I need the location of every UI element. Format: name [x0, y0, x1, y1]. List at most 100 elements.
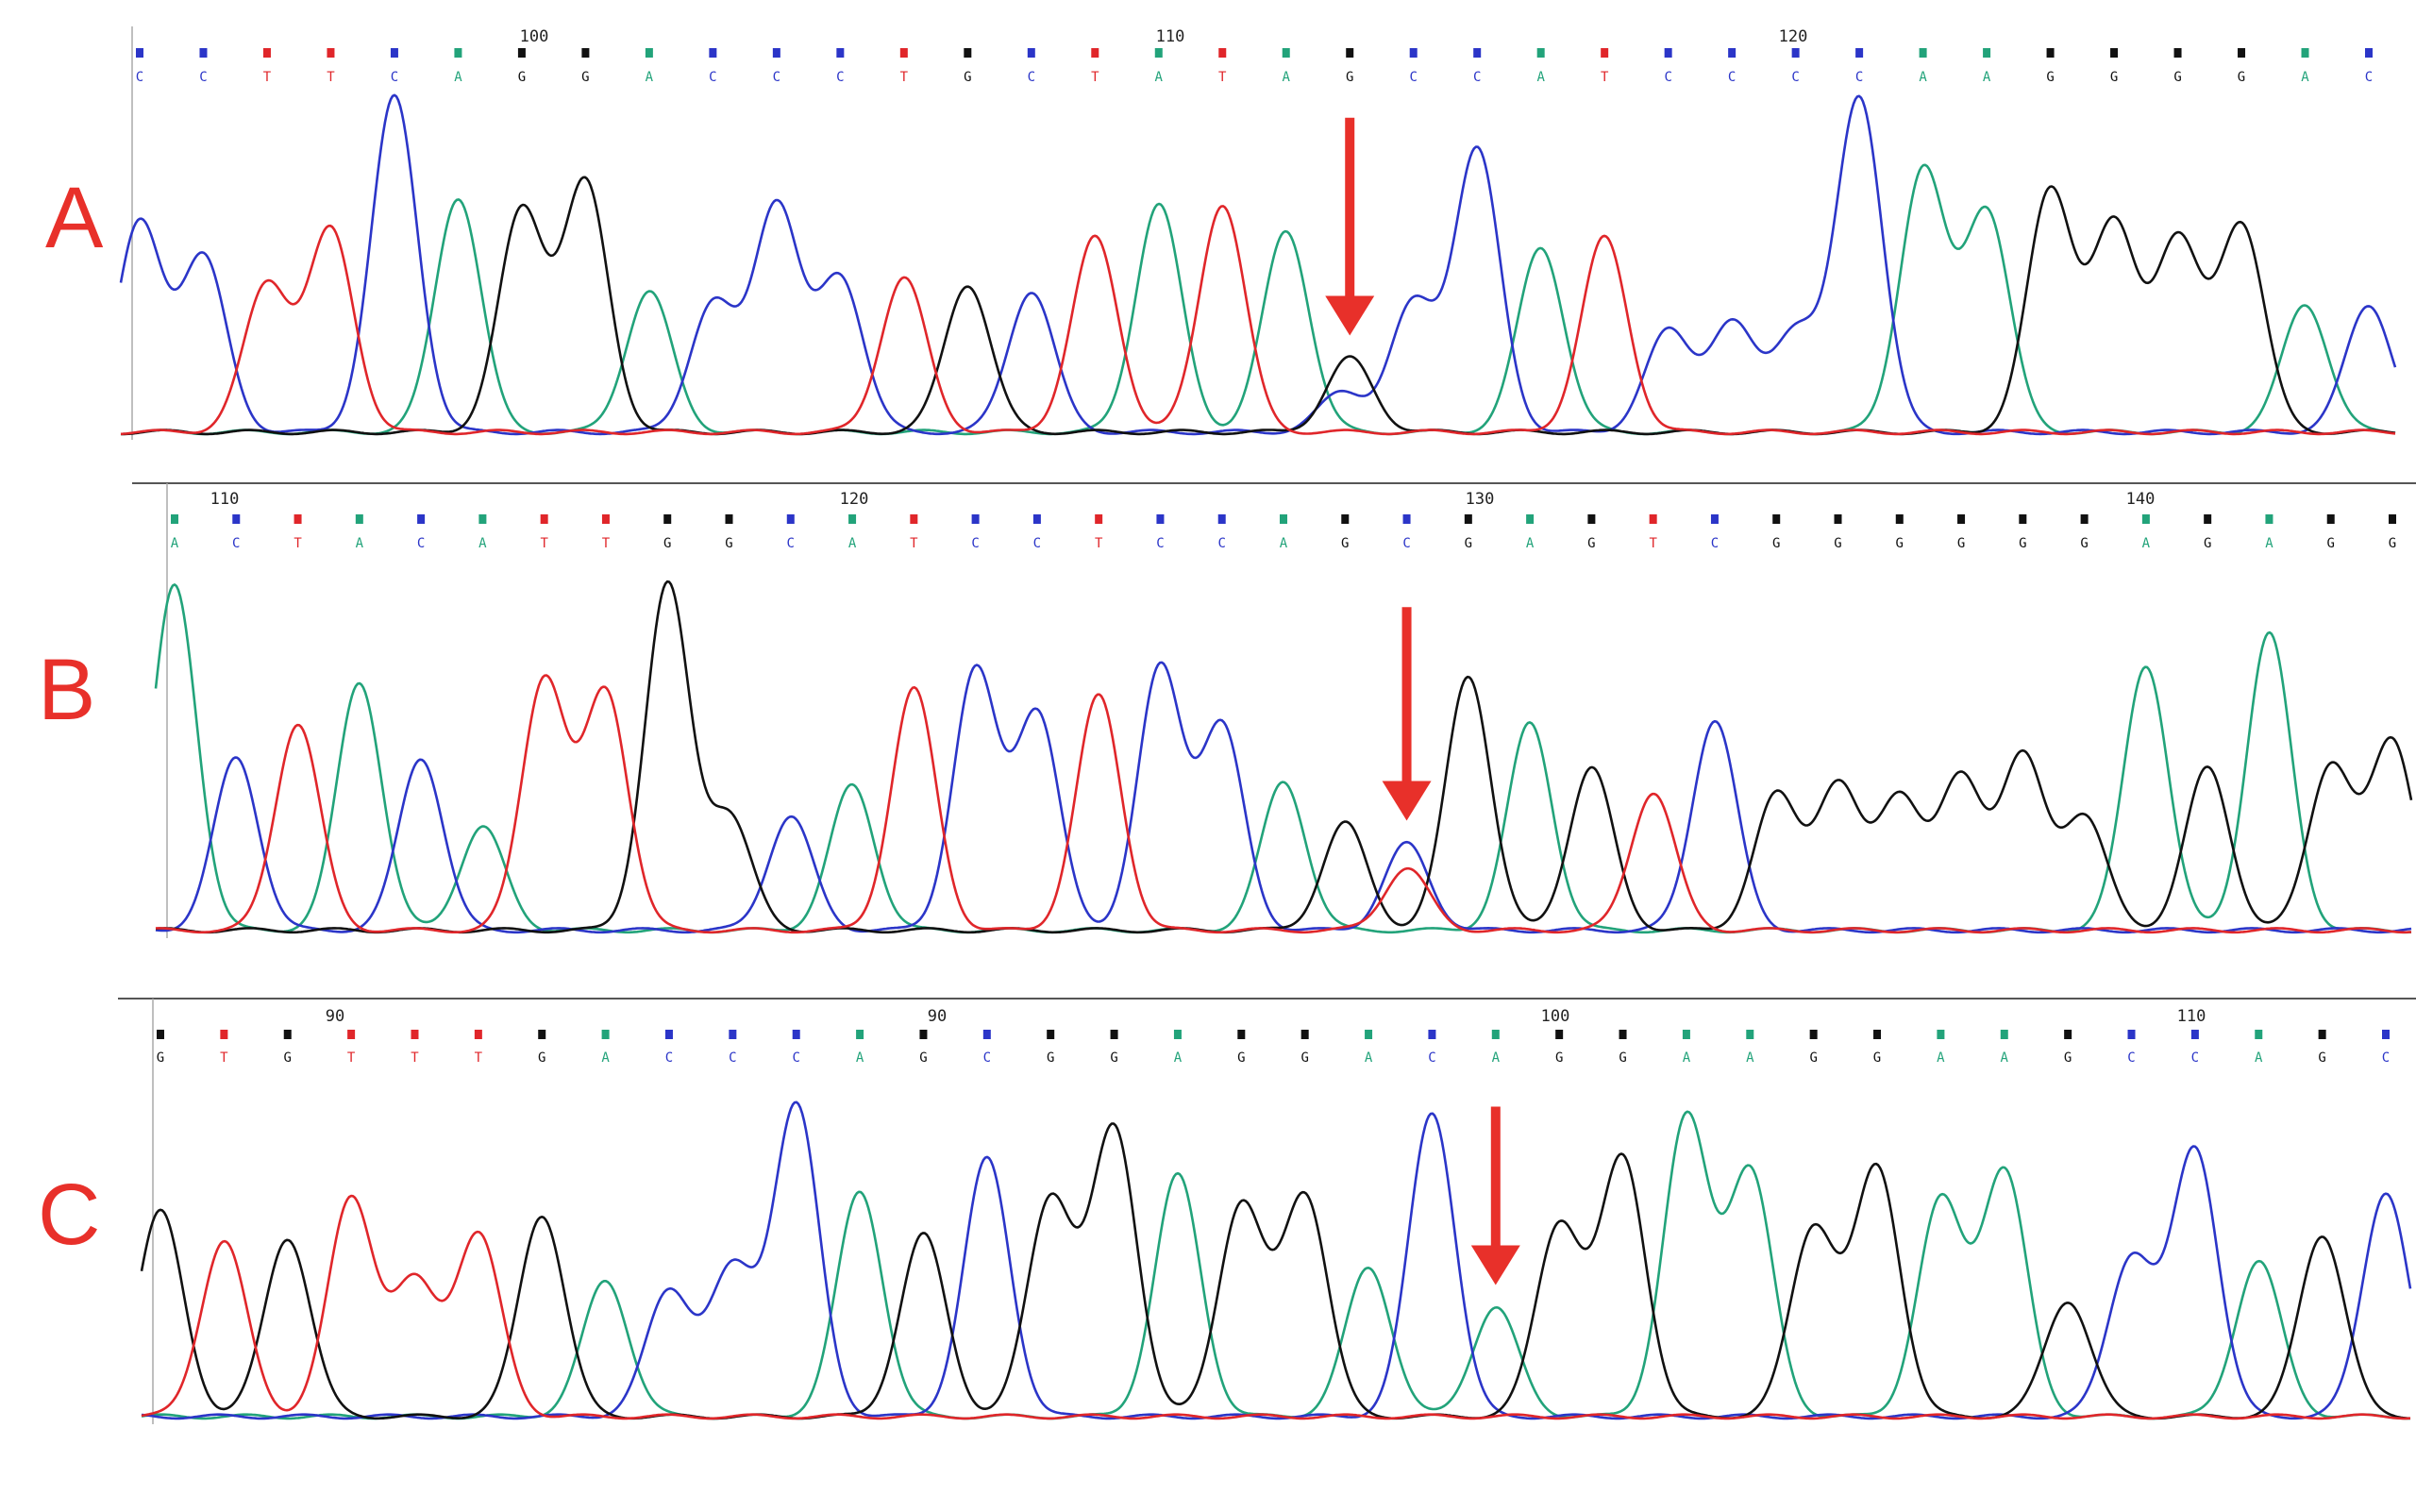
base-call-marker: [1746, 1030, 1754, 1039]
base-call-letter: C: [1402, 536, 1410, 551]
base-call-letter: A: [454, 70, 462, 85]
base-call-marker: [1855, 48, 1864, 58]
trace-c: [119, 93, 2397, 436]
base-call-marker: [964, 48, 972, 58]
base-call-letter: G: [1047, 1050, 1054, 1066]
base-call-marker: [478, 514, 487, 524]
base-call-marker: [663, 514, 672, 524]
trace-c: [141, 1100, 2412, 1420]
base-call-letter: A: [1536, 70, 1545, 85]
base-call-marker: [262, 48, 271, 58]
base-call-marker: [2204, 514, 2212, 524]
base-call-letter: G: [919, 1050, 927, 1066]
base-call-marker: [1047, 1030, 1055, 1039]
base-call-letter: C: [199, 70, 207, 85]
base-call-letter: G: [284, 1050, 292, 1066]
base-call-letter: T: [1601, 70, 1609, 85]
base-call-letter: A: [1174, 1050, 1183, 1066]
base-call-marker: [1983, 48, 1991, 58]
base-call-letter: T: [540, 536, 548, 551]
base-call-letter: G: [725, 536, 732, 551]
base-call-marker: [1237, 1030, 1246, 1039]
base-call-marker: [1710, 514, 1719, 524]
base-call-marker: [1156, 514, 1165, 524]
base-call-marker: [1937, 1030, 1945, 1039]
position-tick-label: 120: [1779, 27, 1808, 46]
trace-t: [120, 205, 2396, 436]
base-call-marker: [2141, 514, 2150, 524]
trace-t: [155, 674, 2412, 934]
base-call-letter: G: [157, 1050, 164, 1066]
base-call-marker: [540, 514, 548, 524]
base-call-marker: [199, 48, 208, 58]
base-call-letter: C: [1791, 70, 1799, 85]
position-tick-label: 100: [520, 27, 549, 46]
base-call-marker: [294, 514, 302, 524]
base-call-letter: T: [910, 536, 918, 551]
base-call-marker: [1110, 1030, 1118, 1039]
position-tick-label: 130: [1466, 490, 1495, 509]
base-call-letter: G: [2110, 70, 2118, 85]
base-call-marker: [1555, 1030, 1564, 1039]
base-call-letter: A: [1983, 70, 1991, 85]
base-call-letter: G: [2019, 536, 2026, 551]
base-call-letter: A: [478, 536, 487, 551]
base-call-letter: C: [983, 1050, 991, 1066]
base-call-marker: [919, 1030, 928, 1039]
base-call-marker: [390, 48, 398, 58]
position-tick-label: 110: [2177, 1007, 2206, 1026]
base-call-marker: [971, 514, 980, 524]
base-call-letter: C: [2191, 1050, 2199, 1066]
base-call-marker: [709, 48, 717, 58]
base-call-marker: [347, 1030, 356, 1039]
position-tick-label: 100: [1541, 1007, 1570, 1026]
base-call-marker: [2238, 48, 2246, 58]
base-call-letter: G: [1465, 536, 1472, 551]
trace-a: [120, 163, 2396, 436]
base-call-marker: [1428, 1030, 1436, 1039]
base-call-marker: [1873, 1030, 1882, 1039]
base-call-marker: [538, 1030, 546, 1039]
base-call-letter: C: [1156, 536, 1164, 551]
base-call-marker: [601, 1030, 610, 1039]
trace-g: [120, 176, 2396, 436]
base-call-letter: G: [1873, 1050, 1881, 1066]
base-call-letter: C: [1664, 70, 1671, 85]
base-call-letter: A: [1492, 1050, 1501, 1066]
base-call-letter: T: [347, 1050, 356, 1066]
base-call-letter: C: [773, 70, 780, 85]
base-call-letter: T: [1091, 70, 1099, 85]
chromatogram-panel-b: 110 120 130 140 A C T A C A T T G G C A T C C T C C A G C G A G T C G G…: [132, 482, 2416, 938]
base-call-marker: [1300, 1030, 1309, 1039]
base-call-marker: [1027, 48, 1035, 58]
base-call-marker: [1473, 48, 1482, 58]
base-call-letter: T: [1095, 536, 1103, 551]
position-tick-label: 90: [326, 1007, 344, 1026]
base-call-letter: G: [2327, 536, 2335, 551]
position-tick-label: 90: [928, 1007, 947, 1026]
base-call-marker: [1526, 514, 1535, 524]
base-call-letter: G: [1809, 1050, 1817, 1066]
base-call-letter: T: [294, 536, 302, 551]
base-call-marker: [1173, 1030, 1182, 1039]
trace-g: [140, 1122, 2411, 1420]
position-tick-label: 140: [2126, 490, 2156, 509]
base-call-letter: A: [646, 70, 654, 85]
base-call-letter: G: [1772, 536, 1780, 551]
base-call-letter: C: [417, 536, 425, 551]
base-call-marker: [1809, 1030, 1818, 1039]
variant-arrow-icon: [1325, 117, 1375, 336]
base-call-letter: G: [2318, 1050, 2325, 1066]
base-call-letter: A: [2301, 70, 2309, 85]
base-call-letter: C: [1428, 1050, 1435, 1066]
base-call-letter: G: [581, 70, 589, 85]
base-call-marker: [2265, 514, 2273, 524]
base-call-marker: [1346, 48, 1354, 58]
base-call-marker: [1791, 48, 1800, 58]
base-call-marker: [2127, 1030, 2136, 1039]
base-call-letter: T: [327, 70, 335, 85]
base-call-letter: C: [2382, 1050, 2390, 1066]
base-call-letter: G: [2046, 70, 2054, 85]
base-call-marker: [786, 514, 795, 524]
base-call-letter: G: [2389, 536, 2396, 551]
